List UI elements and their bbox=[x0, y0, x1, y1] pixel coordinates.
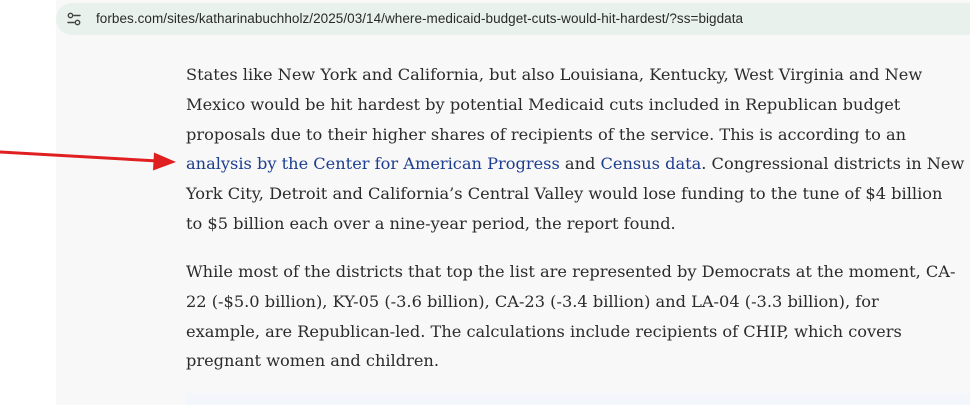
paragraph-line: While most of the districts that top the… bbox=[186, 262, 956, 281]
paragraph-line: example, are Republican-led. The calcula… bbox=[186, 321, 902, 341]
url-text[interactable]: forbes.com/sites/katharinabuchholz/2025/… bbox=[96, 11, 744, 26]
red-arrow-icon bbox=[0, 150, 176, 171]
next-content-block bbox=[186, 393, 970, 405]
text-congressional-districts: . Congressional districts in New bbox=[701, 154, 965, 174]
tune-icon[interactable] bbox=[66, 11, 82, 27]
page-content-area bbox=[56, 0, 970, 405]
paragraph-line: States like New York and California, but… bbox=[186, 65, 923, 84]
paragraph-line: proposals due to their higher shares of … bbox=[186, 124, 907, 144]
paragraph-line: pregnant women and children. bbox=[186, 351, 439, 371]
paragraph-line: 22 (-$5.0 billion), KY-05 (-3.6 billion)… bbox=[186, 291, 879, 311]
paragraph-districts: While most of the districts that top the… bbox=[186, 257, 966, 376]
center-for-american-progress-link[interactable]: analysis by the Center for American Prog… bbox=[186, 154, 560, 174]
paragraph-line: York City, Detroit and California’s Cent… bbox=[186, 184, 943, 204]
text-and: and bbox=[559, 154, 601, 174]
paragraph-line: to $5 billion each over a nine-year peri… bbox=[186, 213, 676, 233]
paragraph-line: Mexico would be hit hardest by potential… bbox=[186, 94, 901, 114]
paragraph-medicaid-states: States like New York and California, but… bbox=[186, 60, 966, 239]
address-bar[interactable]: forbes.com/sites/katharinabuchholz/2025/… bbox=[56, 3, 970, 35]
paragraph-line-with-links: analysis by the Center for American Prog… bbox=[186, 149, 966, 179]
census-data-link[interactable]: Census data bbox=[600, 154, 702, 174]
